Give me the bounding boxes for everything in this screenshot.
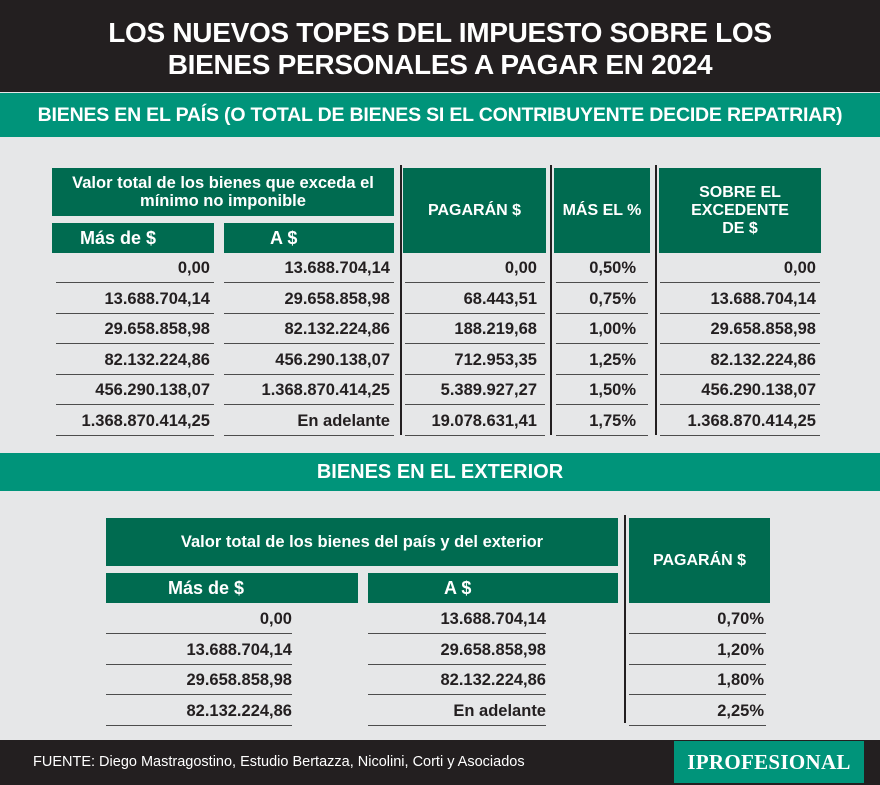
table-cell: En adelante <box>368 696 546 726</box>
table-cell: 1.368.870.414,25 <box>56 406 214 436</box>
table-bienes-exterior: Valor total de los bienes del país y del… <box>0 491 880 740</box>
title-line-1: LOS NUEVOS TOPES DEL IMPUESTO SOBRE LOS <box>108 17 772 48</box>
column-divider <box>550 165 552 435</box>
table-cell: 82.132.224,86 <box>368 665 546 695</box>
table-cell: 0,00 <box>56 253 214 283</box>
col-header-mas-de: Más de $ <box>52 223 214 253</box>
table-cell: 456.290.138,07 <box>56 375 214 405</box>
table-cell: 456.290.138,07 <box>660 375 820 405</box>
table-cell: 82.132.224,86 <box>106 696 292 726</box>
table-cell: 0,75% <box>556 284 648 314</box>
table-cell: 456.290.138,07 <box>224 345 394 375</box>
group-header-valor-total-exterior: Valor total de los bienes del país y del… <box>106 518 618 566</box>
group-header-valor-total: Valor total de los bienes que exceda el … <box>52 168 394 216</box>
col-header-mas-de: Más de $ <box>106 573 358 603</box>
table-cell: 82.132.224,86 <box>224 314 394 344</box>
title-bar: LOS NUEVOS TOPES DEL IMPUESTO SOBRE LOS … <box>0 0 880 92</box>
table-cell: 29.658.858,98 <box>56 314 214 344</box>
table-cell: 0,50% <box>556 253 648 283</box>
table-cell: 188.219,68 <box>405 314 545 344</box>
section-heading-exterior: BIENES EN EL EXTERIOR <box>0 453 880 491</box>
table-cell: 68.443,51 <box>405 284 545 314</box>
col-header-pagaran: PAGARÁN $ <box>403 168 546 253</box>
column-divider <box>655 165 657 435</box>
table-cell: 82.132.224,86 <box>56 345 214 375</box>
column-divider <box>400 165 402 435</box>
table-cell: 82.132.224,86 <box>660 345 820 375</box>
table-cell: 1,25% <box>556 345 648 375</box>
column-divider <box>624 515 626 723</box>
table-cell: 5.389.927,27 <box>405 375 545 405</box>
table-bienes-pais: Valor total de los bienes que exceda el … <box>0 137 880 453</box>
section-heading-pais: BIENES EN EL PAÍS (O TOTAL DE BIENES SI … <box>0 93 880 137</box>
table-cell: 0,00 <box>106 604 292 634</box>
table-cell: 13.688.704,14 <box>660 284 820 314</box>
table-cell: 0,00 <box>660 253 820 283</box>
col-header-a: A $ <box>368 573 618 603</box>
table-cell: 1,00% <box>556 314 648 344</box>
table-cell: 13.688.704,14 <box>106 635 292 665</box>
table-cell: 1.368.870.414,25 <box>224 375 394 405</box>
table-cell: En adelante <box>224 406 394 436</box>
table-cell: 0,00 <box>405 253 545 283</box>
source-text: FUENTE: Diego Mastragostino, Estudio Ber… <box>33 754 525 770</box>
title-line-2: BIENES PERSONALES A PAGAR EN 2024 <box>167 49 713 80</box>
table-cell: 1,50% <box>556 375 648 405</box>
table-cell: 2,25% <box>629 696 766 726</box>
table-cell: 29.658.858,98 <box>368 635 546 665</box>
table-cell: 13.688.704,14 <box>224 253 394 283</box>
table-cell: 13.688.704,14 <box>56 284 214 314</box>
col-header-pagaran: PAGARÁN $ <box>629 518 770 603</box>
table-cell: 29.658.858,98 <box>106 665 292 695</box>
table-cell: 19.078.631,41 <box>405 406 545 436</box>
table-cell: 1.368.870.414,25 <box>660 406 820 436</box>
table-cell: 0,70% <box>629 604 766 634</box>
table-cell: 1,20% <box>629 635 766 665</box>
table-cell: 1,75% <box>556 406 648 436</box>
table-cell: 1,80% <box>629 665 766 695</box>
col-header-sobre-excedente: SOBRE EL EXCEDENTE DE $ <box>659 168 821 253</box>
table-cell: 29.658.858,98 <box>224 284 394 314</box>
col-header-mas-el-pct: MÁS EL % <box>554 168 650 253</box>
table-cell: 13.688.704,14 <box>368 604 546 634</box>
table-cell: 712.953,35 <box>405 345 545 375</box>
col-header-a: A $ <box>224 223 394 253</box>
iprofesional-logo: IPROFESIONAL <box>674 741 864 783</box>
table-cell: 29.658.858,98 <box>660 314 820 344</box>
